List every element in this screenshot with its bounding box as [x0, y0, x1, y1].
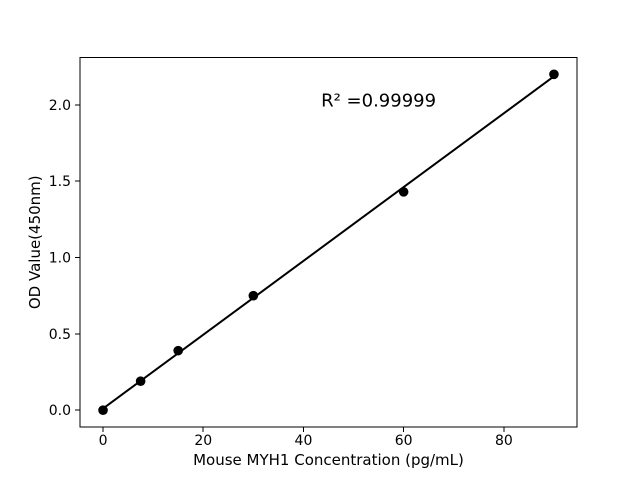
- plot-border: [79, 57, 578, 428]
- fit-line: [102, 75, 555, 410]
- r-squared-annotation: R² =0.99999: [321, 90, 436, 111]
- data-point: [549, 69, 559, 80]
- x-tick-label: 0: [99, 433, 108, 449]
- x-tick-label: 20: [194, 433, 212, 449]
- y-tick-label: 0.0: [49, 403, 71, 419]
- x-tick-label: 40: [295, 433, 313, 449]
- x-axis-label: Mouse MYH1 Concentration (pg/mL): [193, 451, 464, 469]
- data-point: [248, 290, 259, 301]
- y-tick-label: 1.0: [49, 251, 71, 267]
- x-tick-label: 60: [395, 433, 413, 449]
- data-point: [398, 187, 409, 197]
- data-point: [173, 345, 183, 356]
- y-tick-label: 2.0: [49, 98, 71, 114]
- data-point: [98, 405, 108, 416]
- x-tick-label: 80: [495, 433, 513, 449]
- y-tick-label: 0.5: [49, 327, 71, 343]
- y-tick-label: 1.5: [49, 174, 71, 190]
- y-axis-label: OD Value(450nm): [26, 175, 44, 309]
- data-point: [135, 376, 146, 386]
